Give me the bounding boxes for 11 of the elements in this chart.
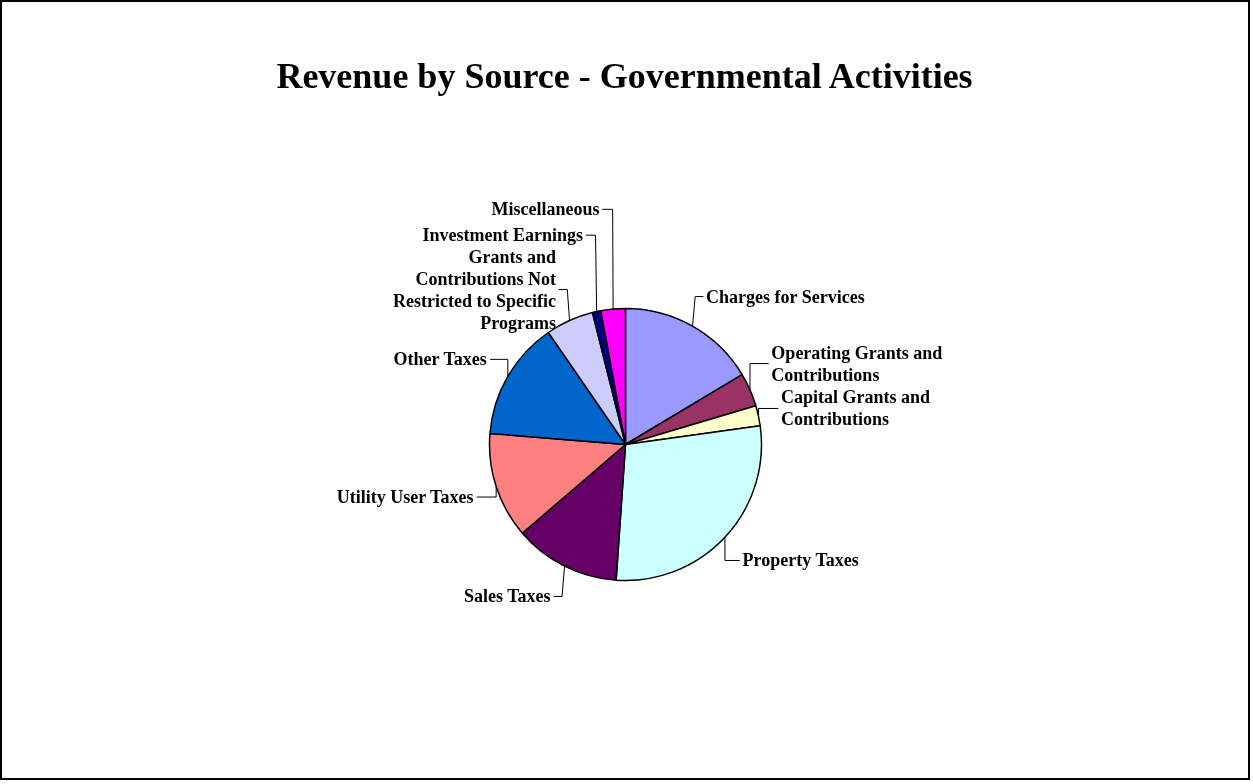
slice-label: Grants and Contributions Not Restricted to Specific Programs [392, 246, 556, 333]
slice-label: Sales Taxes [464, 586, 551, 607]
slice-label: Charges for Services [706, 286, 865, 307]
slice-label: Capital Grants and Contributions [781, 387, 931, 430]
slice-label: Miscellaneous [491, 199, 600, 220]
slice-label: Utility User Taxes [336, 487, 474, 508]
chart-title: Revenue by Source - Governmental Activities [276, 55, 973, 96]
slice-label: Operating Grants and Contributions [771, 342, 943, 385]
slice-label: Investment Earnings [422, 225, 584, 246]
slice-label: Property Taxes [742, 550, 859, 571]
slice-label: Other Taxes [393, 349, 487, 370]
